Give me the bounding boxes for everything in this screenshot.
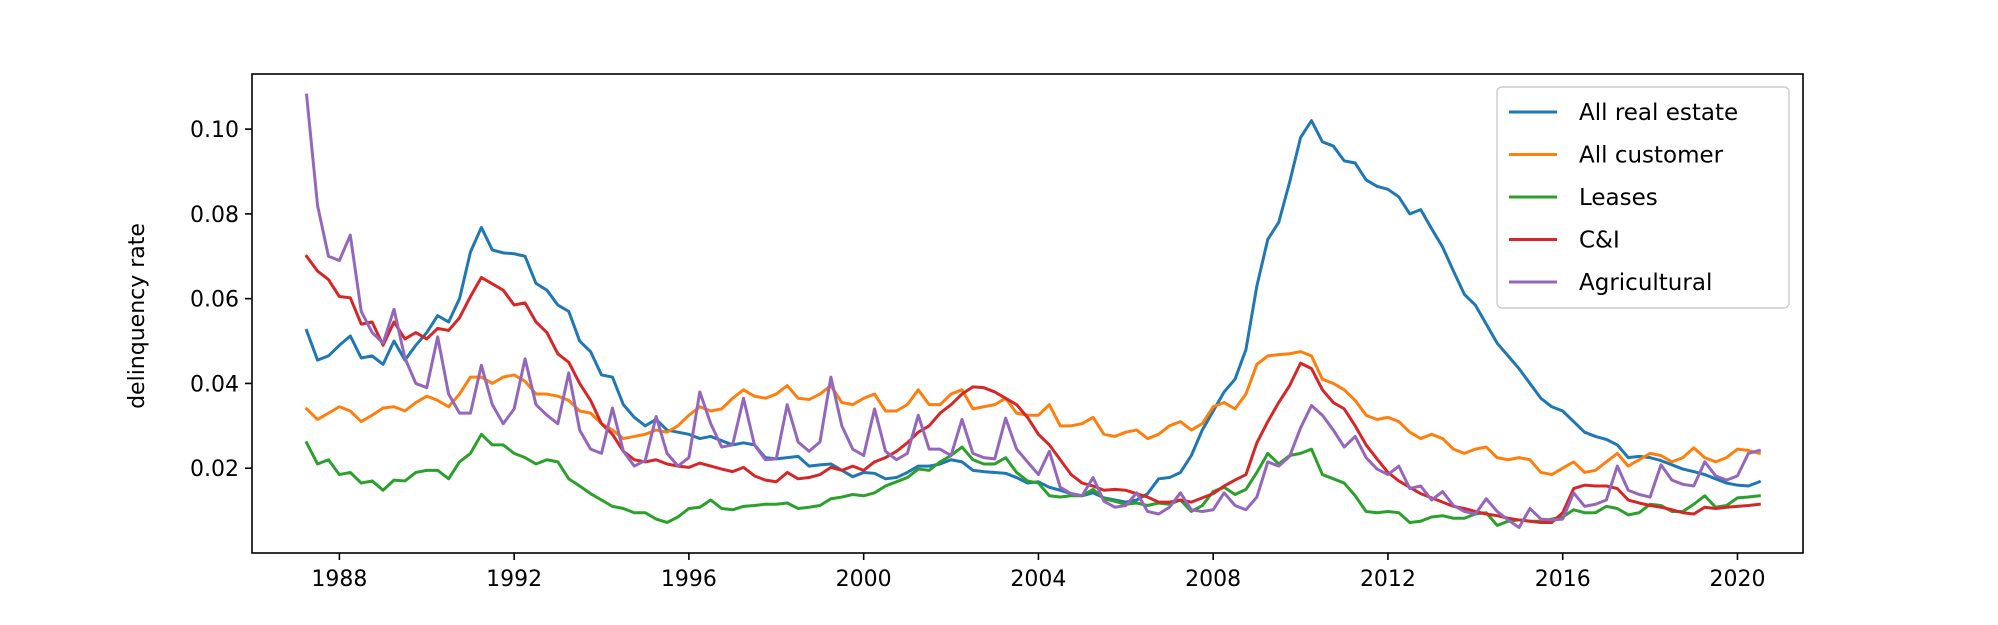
x-tick-label: 2016 (1535, 567, 1591, 592)
legend-label-5: Agricultural (1579, 270, 1712, 296)
y-axis: 0.02 0.04 0.06 0.08 0.10 (190, 118, 252, 482)
legend: All real estate All customer Leases C&I Agri… (1496, 86, 1790, 309)
x-tick-label: 1988 (311, 567, 367, 592)
legend-label-3: Leases (1579, 185, 1658, 211)
legend-box (1496, 86, 1790, 309)
y-tick-label: 0.06 (190, 288, 239, 313)
plot-area-frame (251, 73, 1804, 554)
series-line-5 (304, 93, 1762, 530)
x-tick-label: 1996 (661, 567, 717, 592)
x-tick-label: 2000 (836, 567, 892, 592)
x-tick-label: 2008 (1185, 567, 1241, 592)
legend-label-4: C&I (1579, 228, 1620, 254)
legend-label-1: All real estate (1579, 100, 1738, 126)
x-tick-label: 1992 (486, 567, 542, 592)
legend-label-2: All customer (1579, 143, 1724, 169)
x-tick-label: 2012 (1360, 567, 1416, 592)
y-tick-label: 0.08 (190, 203, 239, 228)
x-tick-label: 2004 (1010, 567, 1066, 592)
y-tick-label: 0.10 (190, 118, 239, 143)
series-line-4 (304, 254, 1761, 524)
x-axis: 1988 1992 1996 2000 2004 2008 2012 2016 2020 (311, 553, 1765, 592)
series-line-2 (304, 350, 1762, 477)
x-tick-label: 2020 (1709, 567, 1765, 592)
y-tick-label: 0.04 (190, 372, 239, 397)
y-tick-label: 0.02 (190, 457, 239, 482)
series-layer (304, 93, 1762, 530)
y-axis-label: delinquency rate (125, 223, 150, 409)
